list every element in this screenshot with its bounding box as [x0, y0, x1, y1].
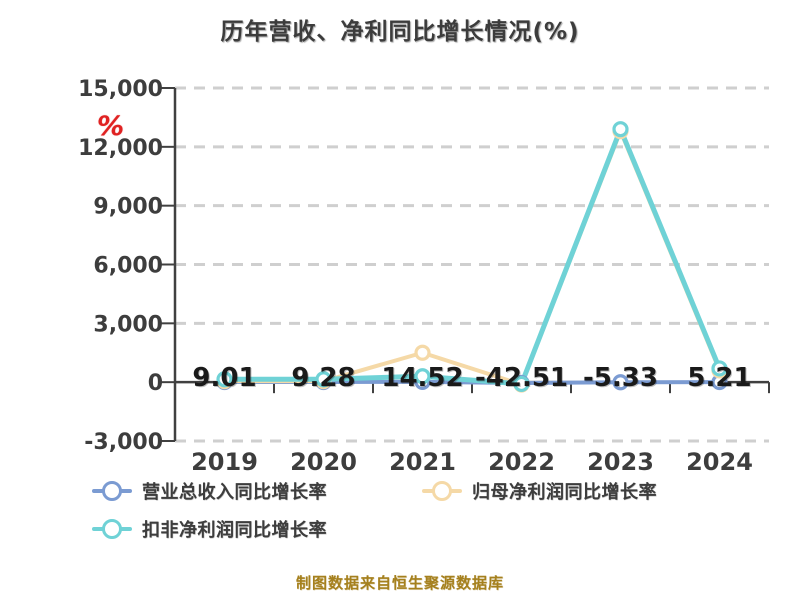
y-tick-label: 3,000 — [93, 312, 163, 337]
data-point-marker-s2 — [513, 375, 530, 393]
data-point-label: 9.28 — [291, 363, 355, 393]
legend-row: 营业总收入同比增长率 归母净利润同比增长率 — [92, 477, 752, 505]
legend-line-dot-icon — [92, 481, 132, 501]
legend-label: 营业总收入同比增长率 — [142, 482, 327, 503]
legend-label: 归母净利润同比增长率 — [472, 482, 657, 503]
data-point-marker-s2 — [414, 368, 431, 385]
y-tick-label: -3,000 — [84, 430, 163, 455]
y-axis-unit-percent-label: % — [97, 111, 125, 142]
legend-row: 扣非净利润同比增长率 — [92, 515, 752, 543]
series-line-2 — [222, 126, 722, 387]
legend-dot — [432, 481, 452, 501]
data-point-marker-s0 — [612, 374, 629, 391]
legend-item-series-0[interactable]: 营业总收入同比增长率 — [92, 477, 422, 505]
x-tick-label: 2019 — [191, 448, 258, 476]
data-point-marker-s2 — [612, 121, 629, 138]
legend-line-dot-icon — [92, 519, 132, 539]
x-tick-label: 2022 — [488, 448, 555, 476]
data-point-label: 5.21 — [687, 363, 751, 393]
x-tick-label: 2020 — [290, 448, 357, 476]
data-point-marker-s2 — [216, 371, 233, 388]
x-tick-label: 2024 — [686, 448, 753, 476]
data-point-marker-s2 — [711, 360, 728, 377]
y-tick-label: 15,000 — [78, 77, 163, 102]
x-tick-label: 2023 — [587, 448, 654, 476]
data-point-marker-s1 — [414, 344, 431, 361]
x-tick-label: 2021 — [389, 448, 456, 476]
y-tick-label: 0 — [148, 371, 163, 396]
y-tick-label: 6,000 — [93, 254, 163, 279]
legend-item-series-1[interactable]: 归母净利润同比增长率 — [422, 477, 657, 505]
chart-legend: 营业总收入同比增长率 归母净利润同比增长率扣非净利润同比增长率 — [92, 477, 752, 543]
legend-dot — [102, 481, 122, 501]
data-point-label: 9.01 — [192, 363, 256, 393]
legend-item-series-2[interactable]: 扣非净利润同比增长率 — [92, 515, 422, 543]
chart-title: 历年营收、净利同比增长情况(%) — [220, 19, 580, 45]
y-tick-label: 12,000 — [78, 136, 163, 161]
data-point-label: -5.33 — [583, 363, 658, 393]
legend-line-dot-icon — [422, 481, 462, 501]
y-tick-label: 9,000 — [93, 195, 163, 220]
data-source-note: 制图数据来自恒生聚源数据库 — [295, 574, 504, 592]
data-point-label: 14.52 — [381, 363, 463, 393]
legend-dot — [102, 519, 122, 539]
series-line-1 — [222, 129, 722, 387]
legend-label: 扣非净利润同比增长率 — [142, 520, 327, 541]
data-point-marker-s2 — [315, 371, 332, 388]
data-point-label: -42.51 — [475, 363, 568, 393]
